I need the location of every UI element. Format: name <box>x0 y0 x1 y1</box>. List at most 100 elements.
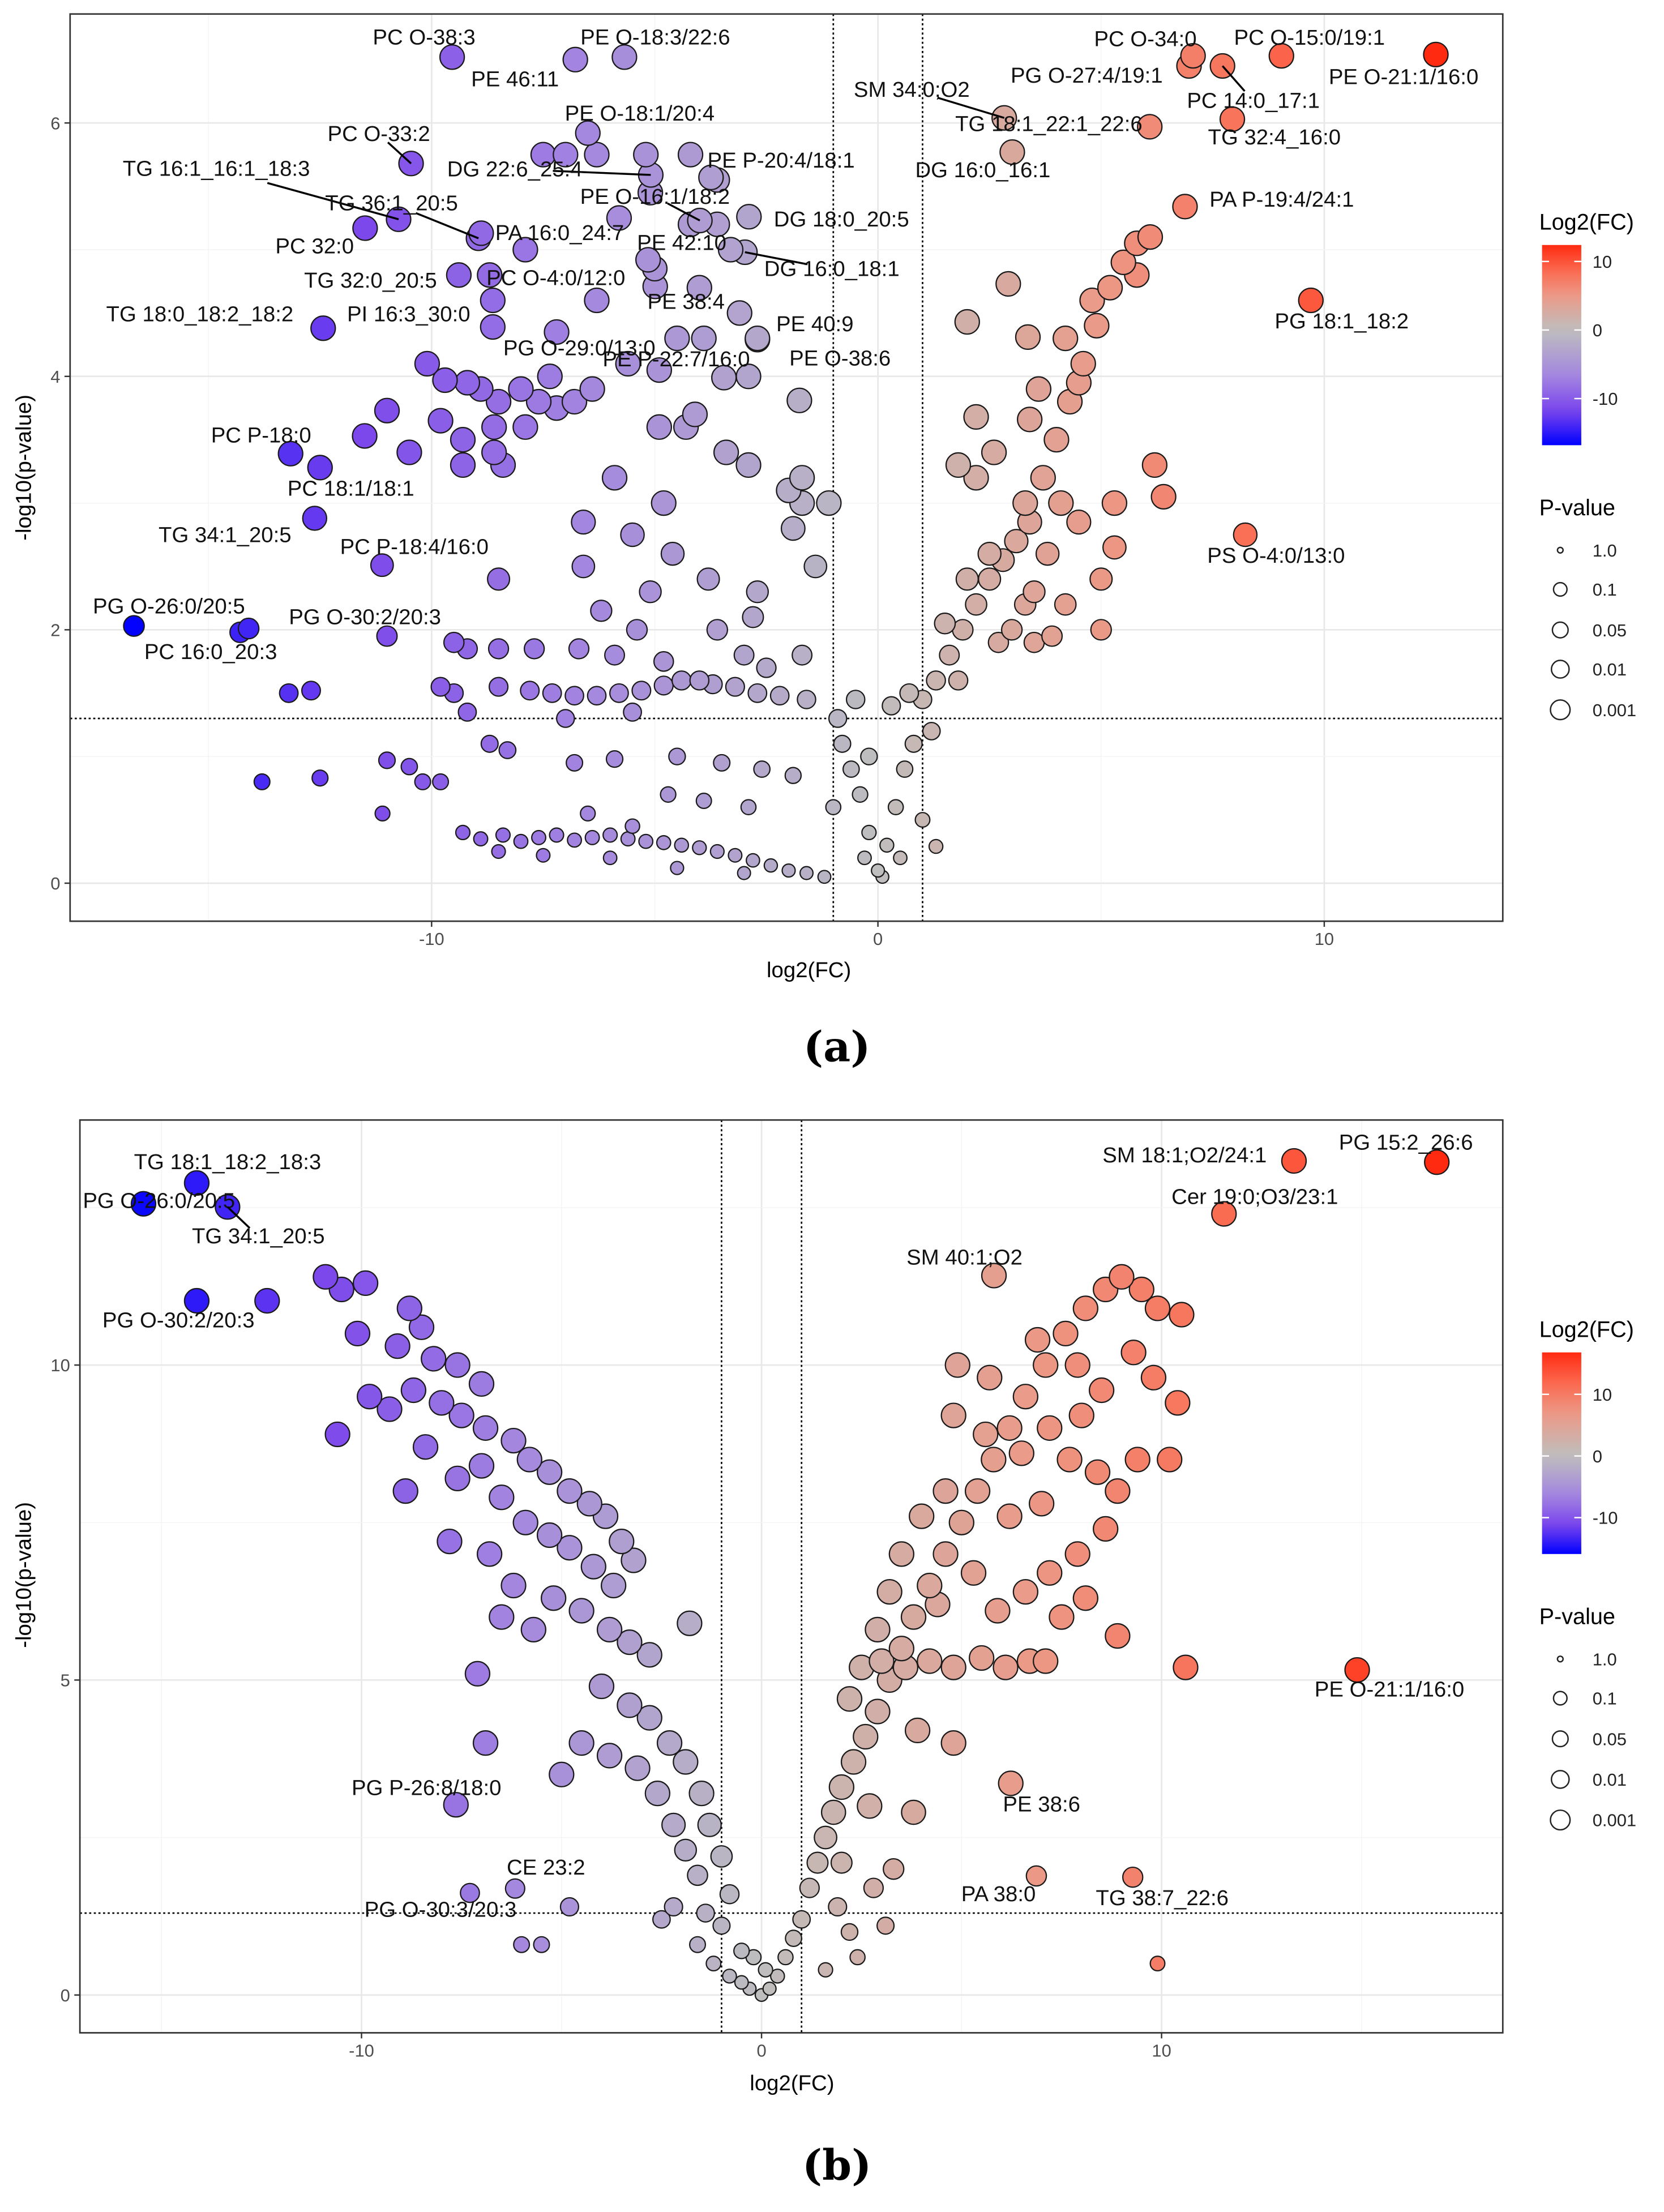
point-label: PG O-29:0/13:0 <box>503 336 656 361</box>
point-label: TG 38:7_22:6 <box>1096 1886 1229 1910</box>
labeled-data-point <box>575 120 601 146</box>
data-point <box>887 799 904 815</box>
data-point <box>656 1730 683 1756</box>
data-point <box>869 1648 895 1674</box>
labeled-data-point <box>562 46 588 72</box>
data-point <box>1089 567 1113 591</box>
data-point <box>374 397 400 423</box>
size-legend-label: 0.1 <box>1593 580 1617 600</box>
data-point <box>753 760 771 778</box>
data-point <box>857 1793 883 1819</box>
point-label: PC 18:1/18:1 <box>288 476 414 500</box>
data-point <box>646 414 673 440</box>
data-point <box>917 1572 943 1599</box>
data-point <box>735 363 762 390</box>
size-legend-label: 1.0 <box>1593 541 1617 561</box>
data-point <box>688 1781 715 1807</box>
data-point <box>899 683 919 703</box>
data-point <box>588 1673 615 1700</box>
data-points <box>123 41 1449 884</box>
point-label: TG 18:1_18:2_18:3 <box>134 1150 322 1174</box>
data-point <box>653 675 674 696</box>
data-point <box>357 1384 383 1410</box>
data-point <box>476 1541 503 1567</box>
point-label: PA P-19:4/24:1 <box>1209 187 1354 212</box>
data-point <box>626 619 648 641</box>
labeled-data-point <box>130 1191 157 1217</box>
labeled-data-point <box>183 1287 210 1314</box>
data-point <box>981 1447 1007 1473</box>
x-tick-label: 10 <box>1152 2041 1171 2061</box>
data-point <box>376 625 398 647</box>
data-point <box>1000 619 1023 641</box>
size-legend-label: 0.05 <box>1593 621 1627 640</box>
data-point <box>1140 1364 1167 1390</box>
data-point <box>852 786 869 803</box>
data-point <box>561 388 588 415</box>
data-point <box>696 567 720 591</box>
y-axis-title: -log10(p-value) <box>11 395 36 541</box>
data-point <box>876 1578 902 1605</box>
data-point <box>580 1554 606 1580</box>
data-point <box>963 465 989 491</box>
data-point <box>769 686 790 706</box>
data-point <box>481 439 507 465</box>
data-point <box>1072 1585 1099 1611</box>
data-point <box>792 644 813 666</box>
data-point <box>728 848 743 863</box>
data-point <box>746 580 769 604</box>
data-point <box>512 237 538 263</box>
data-point <box>525 388 552 415</box>
point-label: DG 18:0_20:5 <box>774 207 909 232</box>
data-point <box>940 1402 966 1428</box>
color-bar-label: 10 <box>1593 1385 1612 1405</box>
labeled-data-point <box>1137 114 1163 140</box>
data-point <box>710 1845 733 1868</box>
point-label: PE 38:6 <box>1003 1792 1080 1816</box>
labeled-data-point <box>1298 287 1324 314</box>
data-point <box>674 1838 698 1862</box>
data-point <box>568 1730 594 1756</box>
data-point <box>1084 1459 1111 1485</box>
data-point <box>671 670 692 691</box>
data-point <box>756 657 777 678</box>
data-point <box>1053 326 1079 352</box>
data-point <box>408 1314 435 1340</box>
data-point <box>1035 541 1060 566</box>
data-point <box>740 799 757 815</box>
data-point <box>377 1396 403 1422</box>
color-bar-label: 0 <box>1593 1447 1602 1466</box>
data-point <box>660 541 685 566</box>
data-point <box>842 760 860 778</box>
data-point <box>590 600 613 622</box>
volcano-plot-b: TG 18:1_18:2_18:3 PG O-26:0/20:5 TG 34:1_2… <box>11 1119 1636 2095</box>
point-label: PE O-21:1/16:0 <box>1329 65 1478 89</box>
point-label: SM 40:1;O2 <box>906 1245 1023 1269</box>
color-bar <box>1542 245 1581 446</box>
data-point <box>1097 275 1123 301</box>
data-point <box>1054 593 1077 616</box>
point-label: TG 36:1_20:5 <box>325 191 458 215</box>
data-point <box>396 439 422 465</box>
data-point <box>833 734 852 753</box>
size-legend-key <box>1551 1730 1569 1748</box>
data-point <box>559 1897 580 1917</box>
data-point <box>917 1648 943 1674</box>
size-legend-label: 0.001 <box>1593 1811 1636 1830</box>
labeled-data-point <box>443 1792 469 1818</box>
data-point <box>639 580 662 604</box>
data-point <box>688 1936 707 1953</box>
data-point <box>677 1610 703 1636</box>
label-leader-line <box>553 170 651 176</box>
labeled-data-point <box>1424 1149 1450 1175</box>
data-point <box>888 1541 915 1567</box>
point-label: PC 14:0_17:1 <box>1187 89 1320 113</box>
labeled-data-point <box>460 1882 480 1903</box>
data-point <box>914 812 931 828</box>
data-point <box>1025 376 1052 402</box>
data-point <box>1150 484 1177 510</box>
data-point <box>604 644 626 666</box>
data-point <box>780 516 806 541</box>
data-point <box>1023 580 1046 604</box>
panel-border <box>79 1119 1504 2034</box>
